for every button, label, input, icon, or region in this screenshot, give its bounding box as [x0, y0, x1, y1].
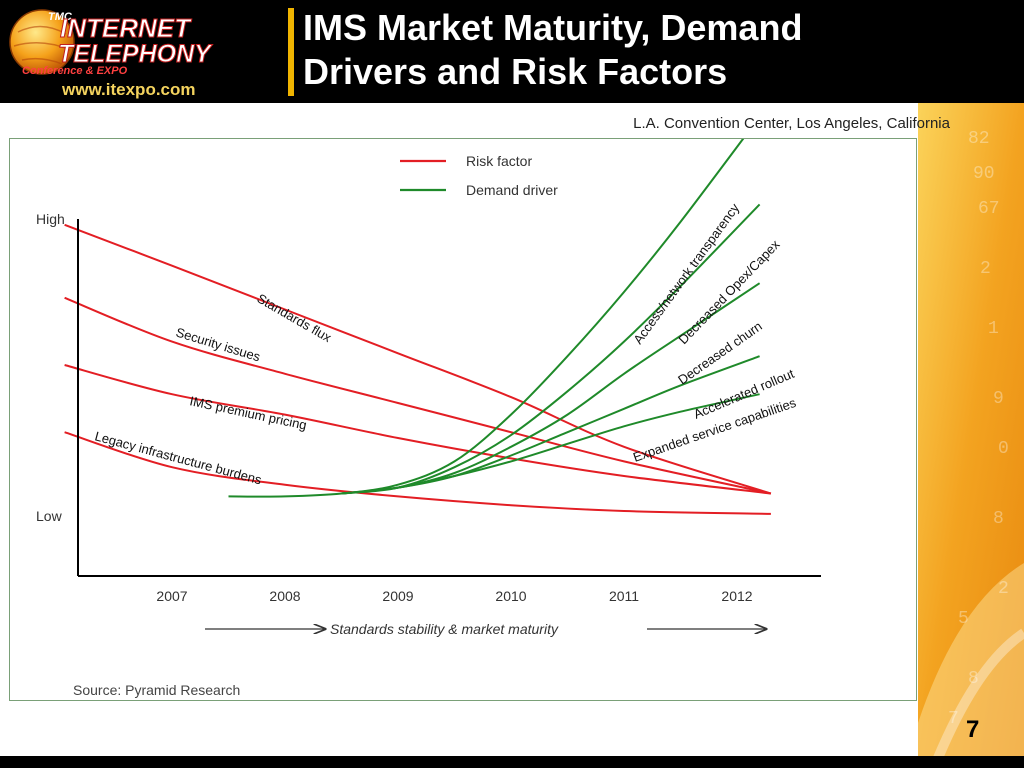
y-tick-label: Low: [36, 508, 63, 524]
svg-text:9: 9: [993, 389, 1004, 409]
logo-url[interactable]: www.itexpo.com: [62, 80, 196, 99]
series-line-access-network-transparency: [228, 139, 745, 498]
x-axis-label: Standards stability & market maturity: [330, 621, 559, 637]
series-label-legacy-infrastructure: Legacy infrastructure burdens: [93, 428, 263, 487]
series-label-standards-flux: Standards flux: [255, 291, 335, 346]
risk-demand-chart: High Low 2007 2008 2009 2010 2011 2012 Standa…: [36, 139, 821, 698]
svg-text:2: 2: [998, 579, 1009, 599]
svg-text:5: 5: [958, 609, 969, 629]
x-tick-label-2007: 2007: [156, 588, 187, 604]
legend-label-risk: Risk factor: [466, 153, 532, 169]
title-divider: [288, 8, 294, 96]
series-line-standards-flux: [64, 223, 772, 495]
legend-label-driver: Demand driver: [466, 182, 558, 198]
footer-bar: [0, 756, 1024, 768]
x-tick-label-2012: 2012: [721, 588, 752, 604]
location-caption: L.A. Convention Center, Los Angeles, Cal…: [633, 115, 950, 132]
svg-text:7: 7: [948, 709, 959, 729]
chart-source: Source: Pyramid Research: [73, 682, 240, 698]
x-tick-label-2010: 2010: [495, 588, 526, 604]
svg-text:8: 8: [993, 509, 1004, 529]
chart-frame: High Low 2007 2008 2009 2010 2011 2012 Standa…: [9, 138, 917, 701]
series-label-ims-premium-pricing: IMS premium pricing: [188, 393, 308, 432]
slide-title-line1: IMS Market Maturity, Demand: [303, 7, 803, 48]
y-tick-label: High: [36, 211, 65, 227]
x-tick-labels: 2007 2008 2009 2010 2011 2012: [156, 588, 752, 604]
logo-badge: TMC: [48, 11, 73, 23]
series-label-security-issues: Security issues: [174, 325, 262, 365]
logo-line2: TELEPHONY: [58, 40, 213, 68]
x-tick-label-2009: 2009: [382, 588, 413, 604]
svg-text:8: 8: [968, 669, 979, 689]
series-line-expanded-service-capabilities: [341, 393, 760, 495]
logo-line3: Conference & EXPO: [22, 65, 128, 77]
slide-title-line2: Drivers and Risk Factors: [303, 51, 728, 92]
page-number: 7: [966, 716, 980, 743]
svg-text:2: 2: [980, 259, 991, 279]
svg-text:0: 0: [998, 439, 1009, 459]
globe-icon: [9, 9, 75, 75]
legend: Risk factor Demand driver: [400, 153, 558, 198]
x-tick-label-2011: 2011: [609, 588, 639, 604]
series-line-ims-premium-pricing: [64, 364, 772, 495]
series-group: [64, 139, 772, 515]
svg-text:82: 82: [968, 129, 990, 149]
logo-line1: INTERNET: [60, 13, 192, 43]
x-tick-label-2008: 2008: [269, 588, 300, 604]
svg-text:1: 1: [988, 319, 999, 339]
series-line-security-issues: [64, 296, 772, 495]
svg-text:67: 67: [978, 199, 1000, 219]
series-line-legacy-infrastructure-burdens: [64, 431, 771, 515]
itexpo-logo: TMC INTERNET TELEPHONY Conference & EXPO: [9, 9, 214, 77]
slide-header: TMC INTERNET TELEPHONY Conference & EXPO…: [0, 0, 1024, 103]
svg-text:90: 90: [973, 164, 995, 184]
slide-title: IMS Market Maturity, Demand Drivers and …: [303, 6, 913, 94]
